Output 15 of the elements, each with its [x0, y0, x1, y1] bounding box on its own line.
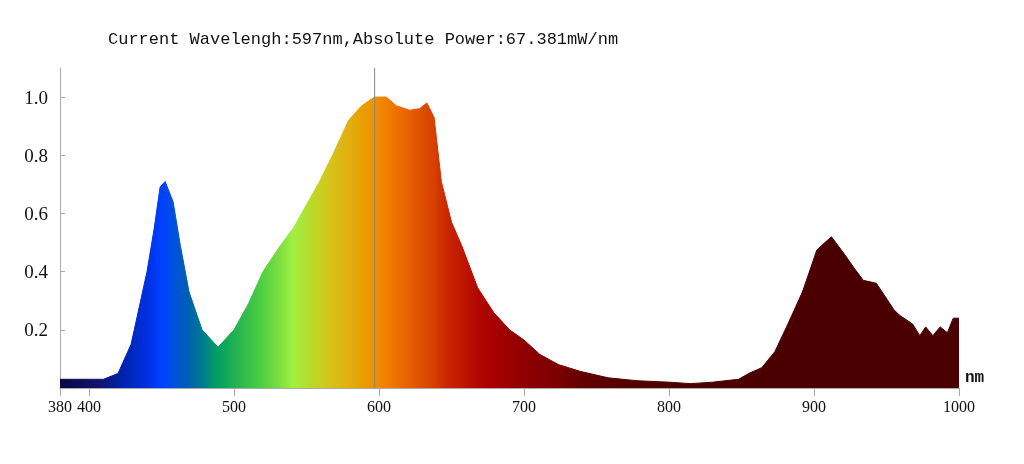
y-tick-label: 0.2	[24, 319, 48, 341]
y-tick-label: 0.6	[24, 202, 48, 224]
x-tick-label: 1000	[943, 397, 975, 415]
x-tick-label: 800	[657, 397, 681, 415]
x-tick-label: 700	[512, 397, 536, 415]
x-axis-title: nm	[965, 369, 985, 387]
x-tick-label: 900	[802, 397, 826, 415]
x-tick-label: 380	[48, 397, 72, 415]
chart-title: Current Wavelengh:597nm,Absolute Power:67.381mW/nm	[108, 30, 619, 49]
x-tick-label: 400	[77, 397, 101, 415]
y-tick-label: 0.8	[24, 144, 48, 166]
y-tick-label: 1.0	[24, 86, 48, 108]
x-tick-label: 500	[222, 397, 246, 415]
y-tick-label: 0.4	[24, 261, 49, 283]
x-tick-label: 600	[367, 397, 391, 415]
